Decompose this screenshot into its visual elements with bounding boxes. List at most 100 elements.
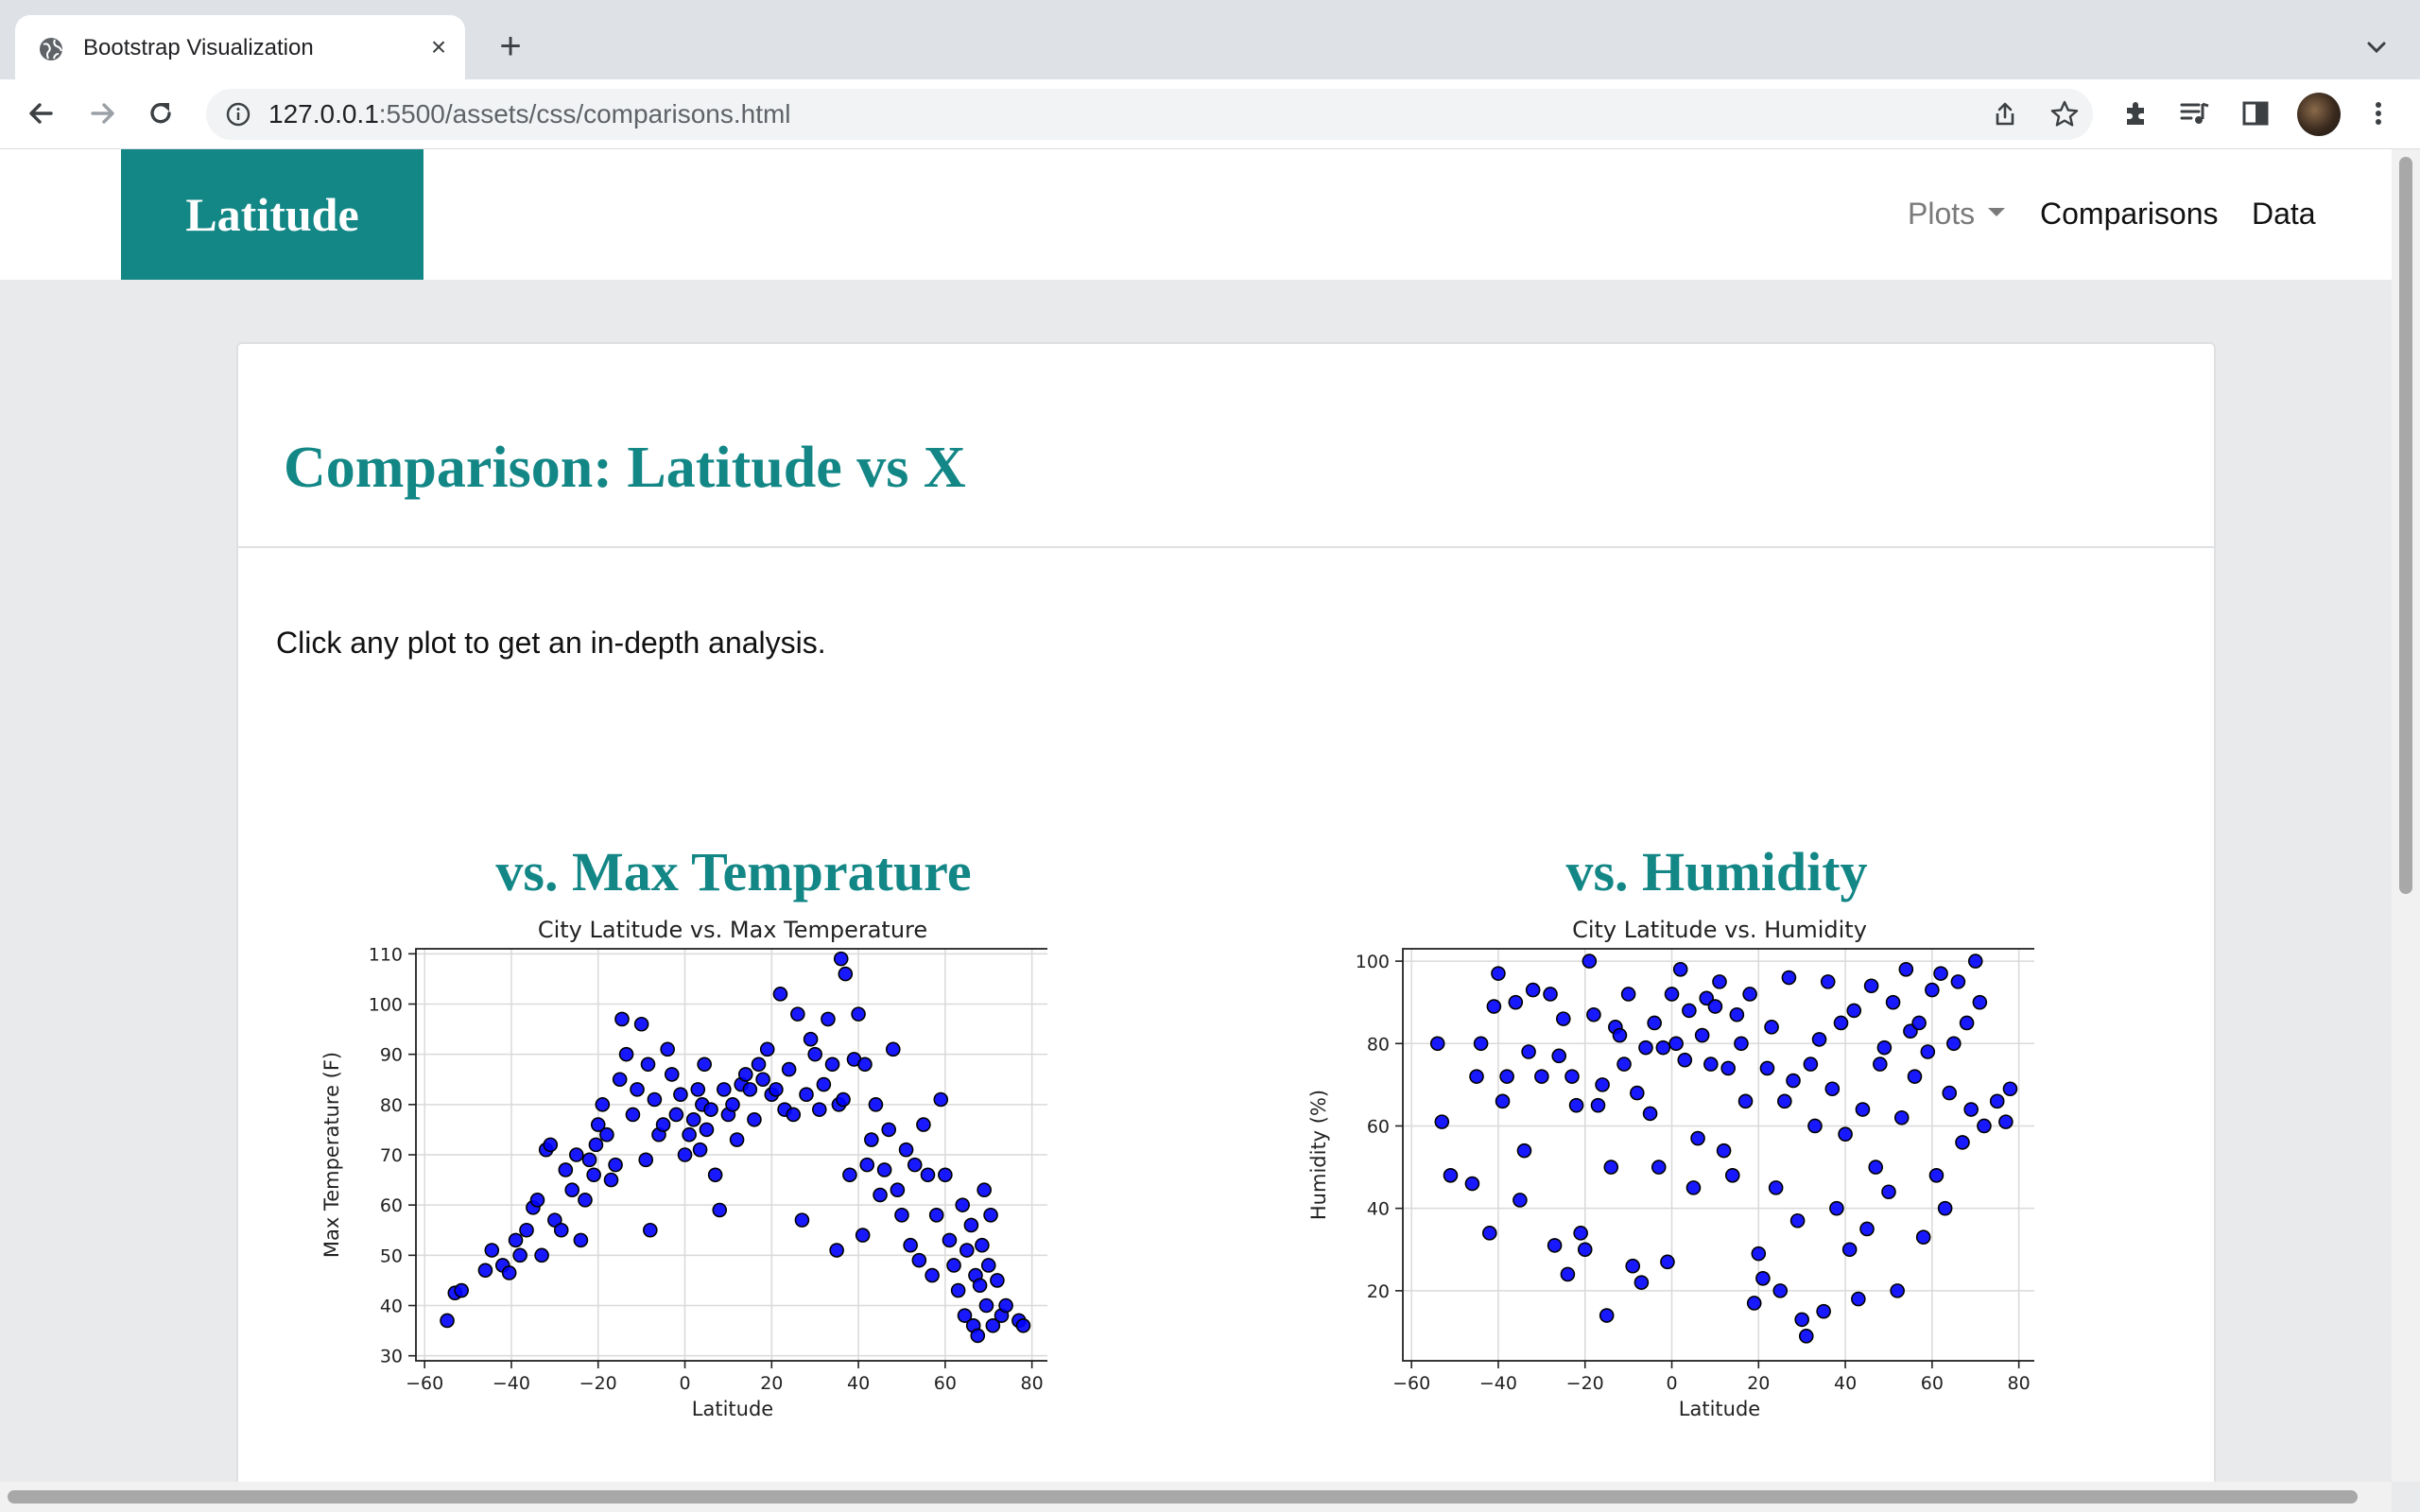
horizontal-scrollbar[interactable]	[0, 1482, 2392, 1512]
data-point	[975, 1237, 990, 1253]
data-point	[1660, 1254, 1675, 1270]
data-point	[638, 1152, 654, 1168]
horizontal-scroll-thumb[interactable]	[8, 1490, 2358, 1503]
data-point	[1816, 1303, 1831, 1319]
data-point	[1759, 1060, 1775, 1076]
data-point	[643, 1222, 658, 1238]
plot-heading-max-temp: vs. Max Temprature	[495, 841, 972, 902]
data-point	[1937, 1200, 1953, 1216]
data-point	[1703, 1057, 1719, 1072]
x-tick-label: 0	[1666, 1373, 1677, 1394]
data-point	[824, 1057, 840, 1073]
extensions-icon[interactable]	[2118, 94, 2155, 132]
data-point	[873, 1187, 888, 1203]
data-point	[1885, 994, 1901, 1010]
data-point	[1716, 1143, 1732, 1159]
side-panel-icon[interactable]	[2237, 94, 2274, 132]
data-point	[985, 1317, 1001, 1333]
menu-icon[interactable]	[2360, 94, 2397, 132]
data-point	[1746, 1296, 1762, 1311]
data-point	[811, 1102, 827, 1117]
data-point	[454, 1282, 469, 1298]
data-point	[1516, 1143, 1532, 1159]
reload-icon[interactable]	[142, 94, 180, 132]
data-point	[890, 1182, 906, 1198]
avatar[interactable]	[2297, 93, 2341, 136]
data-point	[1651, 1160, 1667, 1175]
star-icon[interactable]	[2049, 99, 2080, 129]
data-point	[1707, 999, 1723, 1014]
info-icon[interactable]	[225, 101, 251, 128]
data-point	[703, 1102, 718, 1117]
y-tick-label: 70	[380, 1145, 403, 1166]
data-point	[640, 1057, 656, 1073]
data-point	[1473, 1036, 1489, 1052]
media-icon[interactable]	[2176, 94, 2214, 132]
data-point	[1811, 1032, 1827, 1047]
data-point	[1612, 1027, 1628, 1043]
data-point	[1833, 1015, 1849, 1031]
data-point	[963, 1217, 979, 1233]
data-point	[1794, 1312, 1809, 1328]
data-point	[1568, 1097, 1584, 1113]
data-point	[1786, 1073, 1801, 1089]
data-point	[608, 1157, 623, 1173]
nav-comparisons-link[interactable]: Comparisons	[2040, 197, 2219, 231]
vertical-scroll-thumb[interactable]	[2399, 157, 2412, 894]
plot-humidity[interactable]: −60 −40 −20 0 20 40 60 80 20 40 60 80 100 City Latitu…	[1297, 907, 2037, 1441]
back-icon[interactable]	[23, 94, 60, 132]
plus-icon[interactable]: +	[499, 26, 522, 67]
data-point	[655, 1117, 671, 1132]
scatter-chart-humidity: −60 −40 −20 0 20 40 60 80 20 40 60 80 100 City Latitu…	[1307, 917, 2037, 1420]
data-point	[1555, 1011, 1571, 1026]
data-point	[807, 1046, 822, 1062]
data-point	[907, 1157, 923, 1173]
plot-max-temperature[interactable]: −60 −40 −20 0 20 40 60 80 30 40 50 60 70 80 90 100 110 Ci…	[310, 907, 1050, 1441]
browser-tab[interactable]: Bootstrap Visualization ×	[15, 15, 465, 79]
data-point	[1573, 1226, 1588, 1241]
x-tick-label: −40	[1479, 1373, 1517, 1394]
x-tick-label: 20	[760, 1373, 783, 1394]
data-point	[595, 1097, 611, 1112]
data-point	[980, 1258, 996, 1273]
data-point	[864, 1132, 879, 1147]
data-point	[578, 1193, 593, 1208]
data-point	[1893, 1109, 1910, 1125]
data-point	[581, 1152, 597, 1168]
data-point	[1694, 1027, 1710, 1043]
data-point	[1846, 1003, 1862, 1019]
y-tick-label: 40	[1367, 1199, 1390, 1220]
data-point	[998, 1297, 1013, 1314]
data-point	[1634, 1275, 1650, 1290]
chevron-down-icon[interactable]	[2361, 32, 2392, 62]
data-point	[972, 1278, 988, 1294]
data-point	[534, 1247, 549, 1263]
close-icon[interactable]: ×	[430, 32, 447, 61]
forward-icon[interactable]	[83, 94, 121, 132]
data-point	[440, 1313, 455, 1329]
data-point	[1564, 1069, 1580, 1084]
y-tick-label: 40	[380, 1297, 403, 1317]
data-point	[1955, 1135, 1970, 1150]
data-point	[1933, 966, 1948, 981]
x-axis-label: Latitude	[692, 1398, 773, 1420]
data-point	[1668, 1036, 1684, 1052]
nav-plots-dropdown[interactable]: Plots	[1908, 195, 2006, 232]
data-point	[1582, 954, 1598, 969]
data-point	[690, 1082, 706, 1097]
data-point	[508, 1232, 524, 1248]
data-point	[1512, 1193, 1528, 1208]
data-point	[978, 1297, 994, 1314]
vertical-scrollbar[interactable]	[2392, 149, 2420, 1482]
data-point	[970, 1328, 986, 1344]
x-tick-label: −60	[1392, 1373, 1430, 1394]
address-bar[interactable]: 127.0.0.1:5500/assets/css/comparisons.ht…	[206, 89, 2093, 140]
data-point	[747, 1111, 762, 1127]
data-point	[633, 1016, 649, 1032]
share-icon[interactable]	[1991, 100, 2019, 129]
nav-data-link[interactable]: Data	[2252, 197, 2316, 231]
brand-logo[interactable]: Latitude	[121, 149, 424, 280]
data-point	[755, 1072, 770, 1088]
data-point	[1534, 1069, 1549, 1084]
data-point	[618, 1046, 634, 1062]
